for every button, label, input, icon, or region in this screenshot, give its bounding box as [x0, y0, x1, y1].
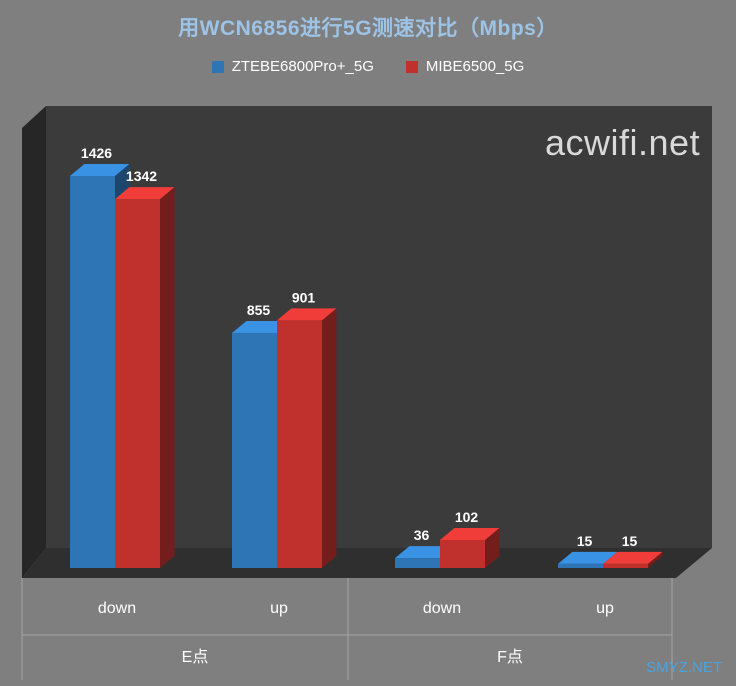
category-label: down	[98, 600, 136, 617]
bar-top	[115, 187, 175, 200]
bar-front	[70, 176, 115, 568]
bar-value-label: 901	[292, 289, 316, 305]
legend-label-series-2: MIBE6500_5G	[425, 58, 525, 75]
category-label: up	[270, 600, 288, 617]
bar-value-label: 855	[247, 302, 271, 318]
bar-front	[395, 558, 440, 568]
bar-top	[395, 546, 455, 559]
bar-value-label: 102	[455, 509, 479, 525]
bar-front	[232, 332, 277, 568]
bar-front	[115, 199, 160, 568]
bar-top	[232, 320, 292, 333]
bar-value-label: 36	[414, 527, 430, 543]
legend: ZTEBE6800Pro+_5G MIBE6500_5G	[0, 58, 736, 75]
bar-side	[648, 551, 663, 568]
plot-floor	[22, 548, 712, 578]
bar-top	[603, 551, 663, 564]
bar-top	[70, 164, 130, 176]
bar-top	[558, 551, 618, 564]
bar-value-label: 1426	[81, 145, 112, 161]
group-label: F点	[497, 648, 523, 666]
plot-back-wall	[46, 106, 712, 548]
legend-swatch-series-2	[405, 60, 418, 73]
plot-side-wall	[22, 106, 46, 578]
site-credit: SMYZ.NET	[646, 659, 722, 676]
bar-value-label: 15	[577, 533, 593, 549]
bar-side	[485, 527, 500, 568]
bar-value-label: 15	[622, 533, 638, 549]
category-label: up	[596, 600, 614, 617]
legend-label-series-1: ZTEBE6800Pro+_5G	[231, 58, 374, 75]
bar-front	[440, 539, 485, 568]
bar-side	[160, 187, 175, 568]
legend-item-series-1: ZTEBE6800Pro+_5G	[211, 58, 374, 75]
legend-item-series-2: MIBE6500_5G	[405, 58, 525, 75]
watermark-text: acwifi.net	[545, 122, 701, 163]
bar-top	[440, 527, 500, 540]
bar-front	[603, 563, 648, 568]
legend-swatch-series-1	[211, 60, 224, 73]
bar-side	[322, 308, 337, 568]
bar-front	[277, 320, 322, 568]
bar-front	[558, 563, 603, 568]
chart-title: 用WCN6856进行5G测速对比（Mbps）	[178, 17, 558, 40]
group-label: E点	[182, 648, 209, 666]
bar-top	[277, 308, 337, 321]
category-label: down	[423, 600, 461, 617]
bar-value-label: 1342	[126, 168, 157, 184]
